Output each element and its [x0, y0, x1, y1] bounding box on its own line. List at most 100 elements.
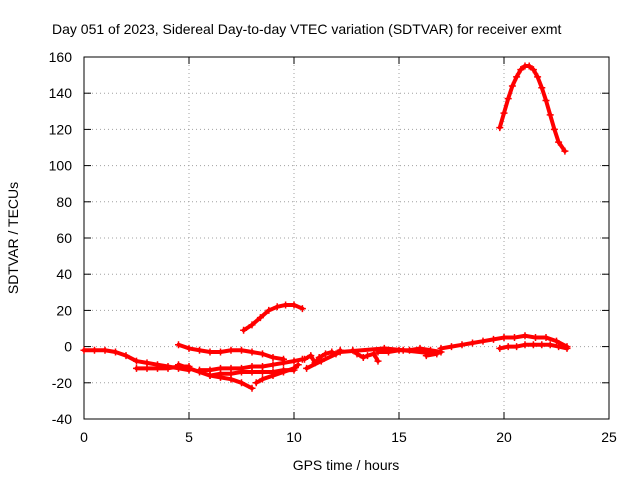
data-point: [133, 357, 140, 365]
chart-title: Day 051 of 2023, Sidereal Day-to-day VTE…: [52, 21, 561, 37]
data-point: [273, 303, 281, 311]
data-point: [227, 370, 235, 378]
data-point: [282, 301, 290, 309]
data-point: [240, 326, 248, 334]
data-point: [269, 361, 277, 369]
series-band-j: [437, 332, 571, 352]
y-tick-label: 140: [49, 85, 73, 101]
data-point: [529, 341, 537, 349]
data-point: [513, 343, 521, 351]
series-band-g: [252, 361, 302, 387]
data-point: [290, 364, 298, 372]
data-point: [248, 348, 256, 356]
y-tick-label: 0: [64, 339, 72, 355]
ticks: 0 5 10 15 20 25 -40 -20 0 20 40 60 80 100 120 140 160: [49, 49, 617, 445]
data-point: [175, 363, 182, 371]
data-point: [259, 375, 266, 383]
data-point: [322, 350, 329, 358]
data-point: [227, 346, 235, 354]
data-point: [521, 332, 529, 340]
data-point: [303, 364, 311, 372]
data-point: [555, 343, 563, 351]
data-point: [80, 346, 88, 354]
data-point: [532, 334, 539, 342]
data-point: [380, 344, 388, 352]
data-point: [336, 348, 344, 356]
series-arc-mid: [240, 301, 306, 334]
data-point: [259, 368, 266, 376]
y-tick-label: 80: [56, 194, 72, 210]
data-point: [91, 346, 98, 354]
data-point: [563, 344, 571, 352]
x-tick-label: 5: [185, 429, 193, 445]
data-point: [508, 82, 516, 90]
data-point: [521, 341, 529, 349]
data-point: [546, 111, 554, 119]
data-point: [301, 355, 308, 363]
data-point: [238, 368, 245, 376]
data-point: [553, 337, 560, 345]
data-point: [496, 344, 504, 352]
x-tick-label: 15: [391, 429, 407, 445]
data-point: [538, 84, 546, 92]
series-band-h: [349, 346, 382, 365]
data-point: [206, 372, 214, 380]
data-point: [364, 352, 371, 360]
series-segment: [554, 339, 569, 349]
x-axis-label: GPS time / hours: [293, 457, 400, 473]
data-point: [504, 343, 512, 351]
series-band-e: [206, 366, 298, 380]
data-point: [256, 314, 264, 322]
data-point: [517, 66, 525, 74]
data-point: [122, 352, 130, 360]
data-point: [196, 366, 203, 374]
x-tick-label: 10: [286, 429, 302, 445]
data-point: [490, 335, 497, 343]
series-segment: [556, 140, 567, 154]
data-point: [175, 341, 182, 349]
series-sparse: [303, 344, 441, 372]
data-point: [448, 343, 455, 351]
data-point: [370, 350, 378, 358]
data-point: [185, 363, 193, 371]
data-point: [248, 321, 256, 329]
data-point: [500, 334, 508, 342]
data-point: [542, 96, 550, 104]
series-segment: [239, 380, 254, 391]
data-point: [317, 357, 325, 365]
series-band-d: [196, 355, 306, 374]
data-point: [555, 138, 563, 146]
data-point: [513, 73, 521, 81]
data-point: [248, 368, 256, 376]
data-point: [399, 346, 407, 354]
data-point: [315, 353, 323, 361]
data-point: [458, 341, 466, 349]
y-tick-label: 100: [49, 158, 73, 174]
data-point: [259, 350, 266, 358]
data-point: [290, 301, 298, 309]
x-tick-label: 25: [601, 429, 617, 445]
data-point: [550, 125, 558, 133]
data-point: [437, 344, 445, 352]
data-point: [238, 379, 245, 387]
data-point: [101, 346, 109, 354]
data-point: [298, 305, 306, 313]
x-tick-label: 20: [496, 429, 512, 445]
data-point: [265, 306, 273, 314]
data-point: [534, 73, 542, 81]
data-point: [133, 364, 140, 372]
data-point: [154, 364, 161, 372]
data-point: [290, 357, 298, 365]
data-point: [112, 348, 119, 356]
y-tick-label: -40: [52, 411, 72, 427]
data-point: [280, 368, 287, 376]
y-tick-label: -20: [52, 375, 72, 391]
data-point: [525, 62, 533, 70]
data-point: [248, 384, 256, 392]
data-point: [496, 124, 504, 132]
series-arc-big: [496, 62, 569, 155]
y-tick-label: 40: [56, 266, 72, 282]
series-segment: [338, 346, 387, 355]
y-axis-label: SDTVAR / TECUs: [5, 182, 21, 294]
